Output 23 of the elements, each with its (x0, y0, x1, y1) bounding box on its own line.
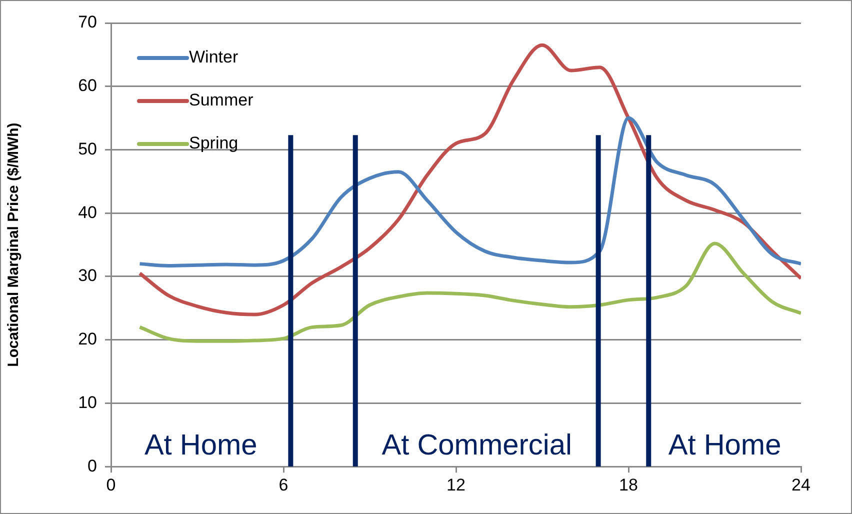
y-tick-label: 20 (78, 330, 97, 349)
y-tick-label: 10 (78, 392, 97, 412)
annotation: At Home (668, 430, 782, 462)
y-tick-label: 30 (78, 266, 97, 286)
line-series (138, 116, 801, 268)
legend-label: Spring (189, 134, 238, 153)
y-tick-label: 60 (78, 76, 97, 96)
y-tick-label: 70 (78, 12, 97, 32)
y-tick-label: 40 (78, 202, 97, 222)
legend-label: Summer (189, 90, 254, 110)
x-tick-label: 6 (278, 475, 288, 494)
y-axis-title: Locational Marginal Price ($/MWh) (5, 122, 22, 367)
annotation: At Commercial (382, 430, 572, 462)
x-tick-label: 0 (106, 475, 116, 494)
legend-label: Winter (189, 48, 238, 67)
line-series (138, 242, 801, 343)
y-tick-label: 50 (78, 139, 97, 158)
annotation: At Home (144, 430, 258, 462)
x-tick-label: 18 (619, 475, 638, 494)
line-series (138, 43, 801, 316)
x-tick-label: 12 (446, 475, 466, 494)
x-tick-label: 24 (792, 475, 810, 494)
y-tick-label: 0 (88, 456, 97, 476)
